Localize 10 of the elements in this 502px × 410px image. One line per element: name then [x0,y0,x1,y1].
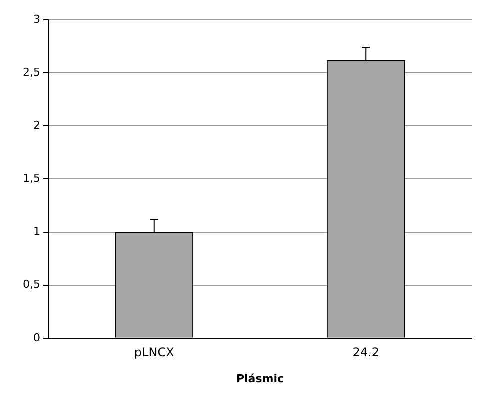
y-tick-label: 1,5 [22,172,40,186]
y-tick-label: 2 [33,118,40,132]
x-tick-label: pLNCX [134,346,174,360]
y-tick-label: 2,5 [22,66,40,79]
x-tick-label: 24.2 [352,346,380,360]
y-tick-label: 0 [33,331,40,344]
y-tick-label: 0,5 [22,278,40,292]
y-tick-label: 1 [33,225,40,238]
x-axis-title: Plásmic [236,372,284,386]
y-tick-label: 3 [33,12,40,26]
